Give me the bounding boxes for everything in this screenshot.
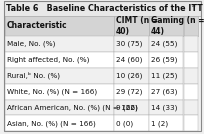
Text: 26 (59): 26 (59)	[151, 57, 177, 63]
Text: 1 (2): 1 (2)	[151, 120, 168, 127]
Text: Table 6   Baseline Characteristics of the ITT Sample: Table 6 Baseline Characteristics of the …	[6, 4, 204, 13]
Bar	[184, 16, 198, 36]
Text: 11 (25): 11 (25)	[151, 72, 177, 79]
Bar	[149, 100, 183, 115]
Bar	[4, 1, 201, 16]
Text: Rural,ᵇ No. (%): Rural,ᵇ No. (%)	[7, 72, 60, 79]
Text: 24 (60): 24 (60)	[116, 57, 142, 63]
Text: Asian, No. (%) (N = 166): Asian, No. (%) (N = 166)	[7, 120, 95, 127]
Bar	[149, 36, 183, 52]
Text: Right affected, No. (%): Right affected, No. (%)	[7, 57, 89, 63]
Bar	[5, 100, 114, 115]
Text: 14 (33): 14 (33)	[151, 104, 177, 111]
Bar	[114, 100, 149, 115]
Text: a: a	[192, 3, 196, 8]
Bar	[149, 52, 183, 68]
Bar	[184, 68, 198, 84]
Text: 29 (72): 29 (72)	[116, 88, 142, 95]
Bar	[184, 52, 198, 68]
Text: 27 (63): 27 (63)	[151, 88, 177, 95]
Text: 9 (22): 9 (22)	[116, 104, 138, 111]
Bar	[114, 115, 149, 131]
Bar	[184, 84, 198, 100]
Bar	[149, 115, 183, 131]
Bar	[114, 16, 149, 36]
Bar	[184, 115, 198, 131]
Bar	[114, 68, 149, 84]
Bar	[5, 115, 114, 131]
Bar	[5, 16, 114, 36]
Bar	[149, 68, 183, 84]
Text: Gaming (n =
44): Gaming (n = 44)	[151, 16, 204, 36]
Text: African American, No. (%) (N = 166): African American, No. (%) (N = 166)	[7, 104, 137, 111]
Bar	[184, 100, 198, 115]
Bar	[184, 36, 198, 52]
Text: 30 (75): 30 (75)	[116, 41, 142, 47]
Bar	[5, 84, 114, 100]
Bar	[5, 68, 114, 84]
Bar	[114, 52, 149, 68]
Text: 24 (55): 24 (55)	[151, 41, 177, 47]
Bar	[114, 36, 149, 52]
Bar	[149, 16, 183, 36]
Bar	[114, 84, 149, 100]
Bar	[149, 84, 183, 100]
Text: CIMT (n =
40): CIMT (n = 40)	[116, 16, 158, 36]
Text: Male, No. (%): Male, No. (%)	[7, 41, 55, 47]
Bar	[5, 52, 114, 68]
Text: Characteristic: Characteristic	[7, 21, 67, 30]
Text: 10 (26): 10 (26)	[116, 72, 142, 79]
Text: 0 (0): 0 (0)	[116, 120, 133, 127]
Text: White, No. (%) (N = 166): White, No. (%) (N = 166)	[7, 88, 97, 95]
Bar	[5, 36, 114, 52]
